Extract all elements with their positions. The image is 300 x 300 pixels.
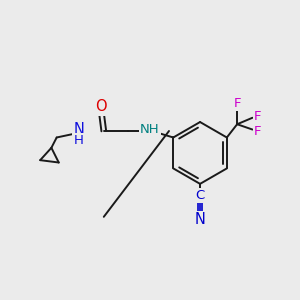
Text: NH: NH [140,123,160,136]
Text: C: C [195,189,205,202]
Text: O: O [96,99,107,114]
Text: N: N [195,212,206,227]
Text: F: F [254,124,262,137]
Text: F: F [233,97,241,110]
Text: H: H [74,134,84,147]
Text: F: F [254,110,262,123]
Text: N: N [74,122,85,137]
